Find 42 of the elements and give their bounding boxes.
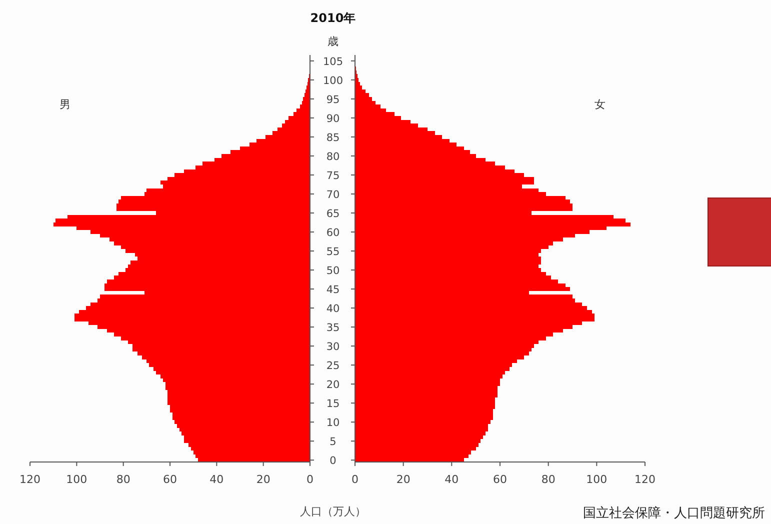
y-axis-title: 歳 [328,35,338,48]
y-tick-label: 70 [326,188,340,201]
text: 国立社会保障・人口問題研究所 [583,505,765,521]
x-tick-label: 60 [163,473,177,486]
y-tick-label: 50 [326,265,340,278]
y-tick-label: 75 [326,170,340,182]
y-tick-label: 55 [326,246,340,258]
y-tick-label: 0 [330,455,336,468]
x-tick-label: 120 [634,473,656,486]
y-tick-label: 15 [326,398,340,410]
y-tick-label: 100 [322,74,344,87]
text: 女 [594,98,606,111]
x-tick-label: 80 [116,473,130,486]
text: 男 [60,98,70,111]
y-tick-label: 45 [326,284,340,296]
y-tick-label: 10 [326,417,340,430]
y-tick-label: 105 [322,56,344,68]
y-tick-label: 80 [326,150,340,163]
x-tick-label: 100 [586,473,608,486]
y-tick-label: 35 [326,322,340,334]
y-tick-label: 85 [326,132,340,144]
y-tick-label: 5 [330,436,336,448]
x-tick-label: 120 [20,473,40,486]
x-tick-label: 0 [352,473,358,486]
x-tick-label: 60 [493,473,507,486]
y-tick-label: 65 [326,208,340,220]
y-tick-label: 90 [326,112,340,125]
x-tick-label: 0 [306,473,314,486]
x-tick-label: 100 [66,473,88,486]
y-tick-label: 60 [326,226,340,239]
y-tick-label: 95 [326,94,340,106]
x-axis-title: 人口（万人） [300,505,366,518]
x-tick-label: 40 [210,473,224,486]
x-tick-label: 20 [256,473,270,486]
x-tick-label: 40 [444,473,459,486]
chart-title: 2010年 [310,11,356,25]
y-tick-label: 40 [326,303,340,316]
y-tick-label: 30 [326,341,340,354]
y-tick-label: 20 [326,379,340,392]
x-tick-label: 80 [541,473,556,486]
y-tick-label: 25 [326,360,340,372]
x-tick-label: 20 [396,473,410,486]
